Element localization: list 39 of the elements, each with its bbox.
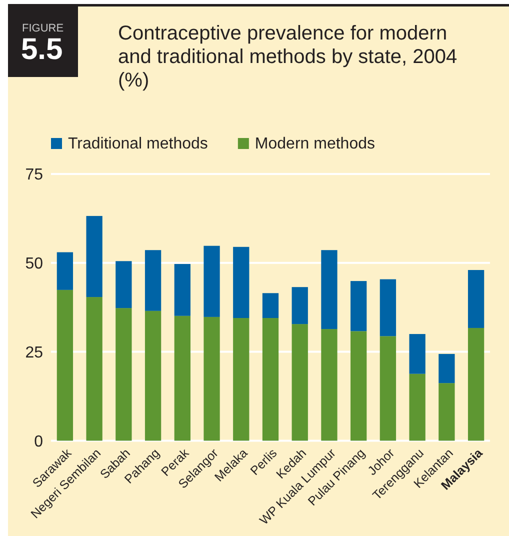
bar [438, 383, 455, 441]
bar [409, 334, 426, 374]
bar [350, 281, 367, 332]
legend-label: Traditional methods [68, 136, 208, 152]
bar [56, 290, 74, 441]
chart-title: Contraceptive prevalence for modern and traditional methods by state, 2004 (%) [118, 22, 458, 92]
bar [468, 270, 484, 328]
y-tick-label: 50 [25, 256, 44, 272]
y-tick-label: 0 [34, 433, 44, 450]
bar [116, 261, 132, 308]
bar [262, 318, 279, 441]
bar [56, 252, 74, 290]
bar [438, 354, 455, 384]
bar [380, 336, 396, 441]
bar [292, 287, 308, 324]
text: 5.5 [21, 33, 63, 66]
bar [350, 331, 367, 441]
bar [144, 250, 162, 311]
text: FIGURE [22, 22, 64, 34]
bar [233, 246, 250, 318]
bar [292, 324, 308, 441]
bar [233, 318, 250, 441]
bar [116, 308, 132, 441]
bar [144, 310, 162, 441]
bar [321, 250, 338, 330]
legend-label: Modern methods [254, 136, 375, 152]
y-tick-label: 25 [25, 344, 44, 362]
bar [86, 297, 102, 441]
bar [204, 246, 220, 317]
bar [174, 264, 190, 316]
bar [380, 279, 396, 336]
bar [262, 293, 279, 318]
bar [174, 316, 190, 441]
bar [468, 328, 484, 441]
bar [321, 329, 338, 441]
bar [86, 216, 102, 298]
bar [409, 374, 426, 441]
y-tick-label: 75 [25, 166, 44, 184]
bar [204, 316, 220, 441]
